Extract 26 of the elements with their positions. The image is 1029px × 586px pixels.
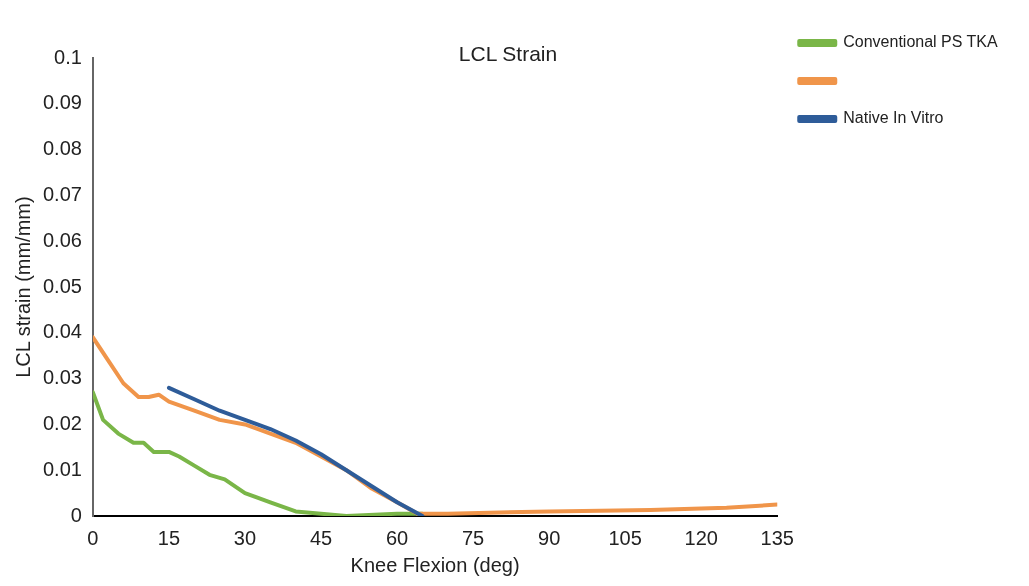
chart-title: LCL Strain <box>458 42 558 66</box>
x-tick-label: 15 <box>157 526 181 549</box>
y-tick-label: 0.04 <box>42 320 82 343</box>
y-tick-label: 0.05 <box>42 274 82 297</box>
x-axis-title: Knee Flexion (deg) <box>350 553 520 576</box>
y-tick-label: 0 <box>70 503 82 526</box>
y-tick-label: 0.07 <box>42 183 82 206</box>
x-tick-label: 120 <box>684 526 718 549</box>
x-tick-label: 60 <box>385 526 409 549</box>
x-tick-label: 105 <box>608 526 642 549</box>
x-tick-label: 90 <box>538 526 561 549</box>
x-tick-label: 30 <box>233 526 257 549</box>
x-tick-label: 75 <box>461 526 485 549</box>
y-axis-title: LCL strain (mm/mm) <box>11 196 34 378</box>
x-tick-label: 45 <box>309 526 333 549</box>
legend-label: Native In Vitro <box>843 109 944 127</box>
y-tick-label: 0.02 <box>42 411 82 434</box>
y-tick-label: 0.1 <box>54 45 82 68</box>
y-tick-label: 0.09 <box>42 91 82 114</box>
y-tick-label: 0.01 <box>42 457 82 480</box>
x-tick-label: 0 <box>87 526 99 549</box>
y-tick-label: 0.03 <box>42 366 82 389</box>
y-tick-label: 0.06 <box>42 228 82 251</box>
x-tick-label: 135 <box>760 526 794 549</box>
y-tick-label: 0.08 <box>42 137 82 160</box>
legend-label: Conventional PS TKA <box>843 33 999 51</box>
